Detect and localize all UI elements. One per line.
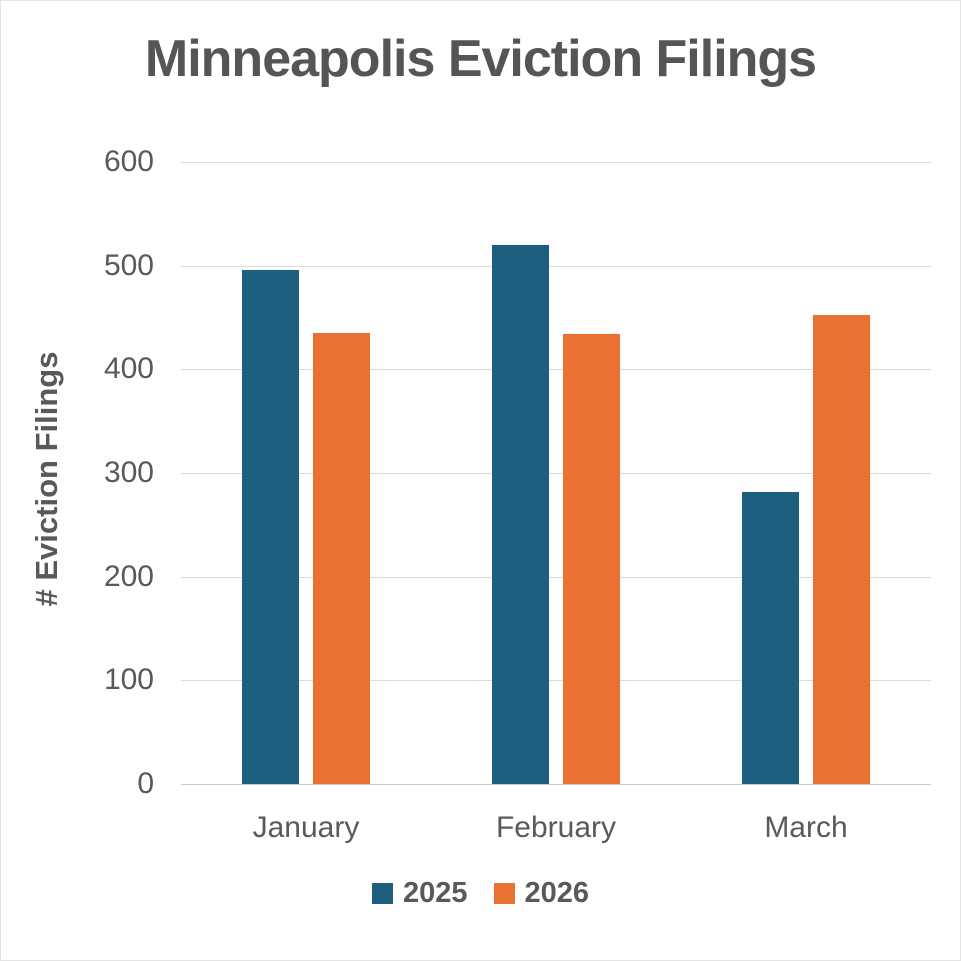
y-tick-label-500: 500	[103, 248, 154, 282]
gridline-300	[181, 473, 931, 474]
gridline-600	[181, 162, 931, 163]
bar-group-march	[681, 162, 931, 784]
legend-swatch-2025	[371, 883, 393, 904]
y-tick-label-0: 0	[137, 767, 154, 800]
bar-2025-february	[492, 244, 549, 784]
x-axis-labels: January February March	[181, 811, 931, 845]
y-axis-tick-labels: 0 100 200 300 400 500 600	[1, 145, 156, 800]
legend-item-2025: 2025	[371, 877, 468, 910]
y-tick-label-600: 600	[103, 145, 154, 178]
bar-2025-january	[242, 269, 299, 784]
gridline-100	[181, 680, 931, 682]
bar-group-january	[181, 162, 431, 784]
bar-2026-january	[313, 333, 370, 784]
bar-group-february	[431, 162, 681, 784]
gridline-400	[181, 369, 931, 371]
gridline-500	[181, 265, 931, 267]
y-tick-label-100: 100	[103, 663, 154, 697]
legend-label-2026: 2026	[524, 877, 590, 909]
x-label-january: January	[252, 811, 360, 844]
plot-area	[181, 162, 931, 785]
bar-2026-february	[563, 334, 620, 784]
legend-swatch-2026	[493, 883, 515, 904]
bar-2026-march	[813, 315, 870, 784]
y-tick-label-200: 200	[103, 559, 154, 593]
gridline-0	[181, 784, 931, 785]
legend-item-2026: 2026	[493, 877, 590, 910]
legend-label-2025: 2025	[402, 877, 468, 909]
bar-groups	[181, 162, 931, 784]
x-label-march: March	[764, 811, 848, 844]
y-tick-label-400: 400	[103, 352, 154, 386]
gridline-200	[181, 576, 931, 578]
bar-2025-march	[742, 491, 799, 784]
legend: 2025 2026	[1, 877, 960, 910]
chart-title: Minneapolis Eviction Filings	[144, 30, 817, 88]
x-label-february: February	[495, 811, 617, 844]
y-tick-label-300: 300	[103, 456, 154, 489]
